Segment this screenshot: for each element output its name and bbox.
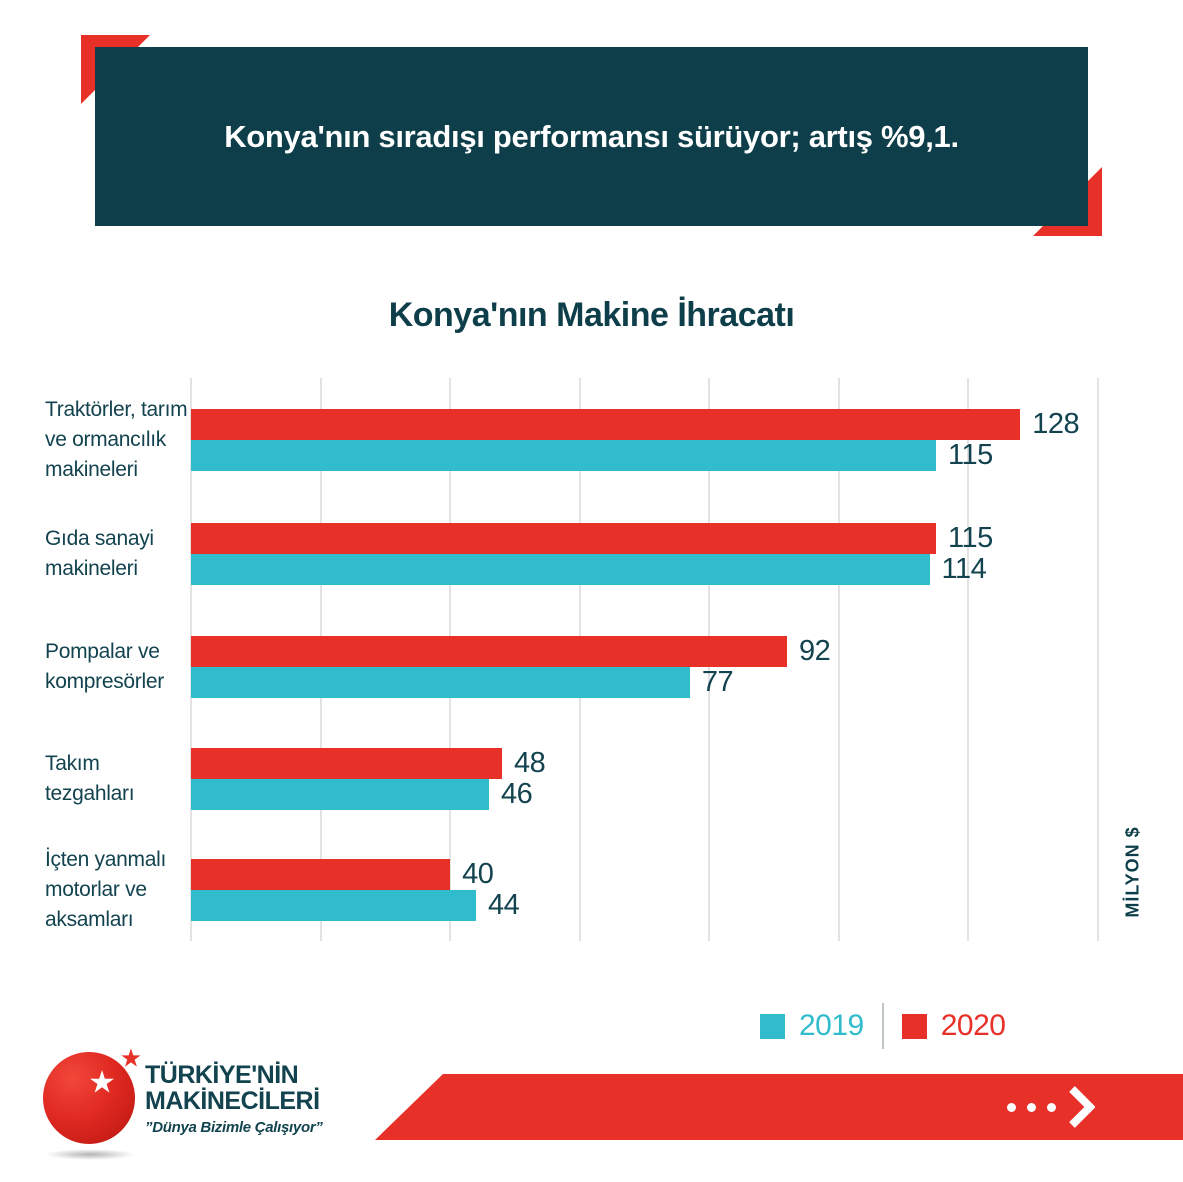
dot-icon: [1007, 1102, 1016, 1112]
bar-group-0: 128 115: [191, 408, 1098, 471]
more-arrow-button[interactable]: [1007, 1086, 1095, 1128]
logo-shadow: [45, 1149, 135, 1160]
bar-2020-0: [191, 409, 1021, 440]
logo-tagline: ”Dünya Bizimle Çalışıyor”: [145, 1119, 323, 1136]
bar-2020-2: [191, 636, 788, 667]
bar-value-label: 48: [513, 747, 546, 779]
bar-2020-3: [191, 748, 502, 779]
bar-value-label: 115: [948, 439, 993, 471]
gridline: [837, 378, 840, 941]
category-label-4: İçten yanmalı motorlar ve aksamları: [45, 848, 166, 931]
legend-label-2020: 2020: [940, 1009, 1006, 1042]
bar-group-3: 48 46: [191, 747, 1098, 810]
chart-title: Konya'nın Makine İhracatı: [388, 296, 795, 334]
bar-row: 40: [191, 858, 1098, 890]
bar-value-label: 128: [1032, 408, 1080, 440]
bar-row: 92: [191, 635, 1098, 667]
bar-2020-1: [191, 523, 937, 554]
category-label-0: Traktörler, tarım ve ormancılık makineleri: [45, 398, 188, 481]
legend-divider: [881, 1003, 884, 1049]
bar-group-1: 115 114: [191, 522, 1098, 585]
legend: 2019 2020: [760, 1003, 1006, 1049]
category-label-2: Pompalar ve kompresörler: [45, 640, 164, 693]
bar-value-label: 115: [948, 522, 993, 554]
dot-icon: [1047, 1102, 1056, 1112]
star-icon: ★: [119, 1044, 143, 1073]
bar-value-label: 92: [799, 635, 831, 667]
gridline: [967, 378, 970, 941]
legend-item-2019: 2019: [760, 1009, 864, 1043]
bar-2019-1: [191, 554, 930, 585]
plot-area: 128 115 115 114 92 77 48 46 40 44: [190, 378, 1099, 941]
gridline: [1097, 378, 1099, 941]
legend-swatch-2019: [760, 1013, 785, 1039]
bar-row: 48: [191, 747, 1098, 779]
category-label-1: Gıda sanayi makineleri: [45, 527, 154, 580]
logo-sphere: [43, 1052, 135, 1144]
bar-2019-2: [191, 667, 690, 698]
bar-row: 46: [191, 778, 1098, 810]
legend-swatch-2020: [901, 1013, 927, 1039]
bar-row: 114: [191, 553, 1098, 585]
bar-value-label: 44: [488, 889, 520, 921]
bar-value-label: 77: [701, 666, 734, 698]
bar-row: 44: [191, 889, 1098, 921]
legend-item-2020: 2020: [901, 1009, 1006, 1043]
logo-text: TÜRKİYE'NİN MAKİNECİLERİ ”Dünya Bizimle …: [145, 1062, 323, 1136]
header-title: Konya'nın sıradışı performansı sürüyor; …: [224, 118, 959, 154]
header-banner: Konya'nın sıradışı performansı sürüyor; …: [95, 47, 1088, 226]
legend-label-2019: 2019: [799, 1009, 864, 1042]
bar-2019-0: [191, 440, 937, 471]
axis-unit-label: MİLYON $: [1122, 826, 1143, 918]
logo-line-2: MAKİNECİLERİ: [145, 1087, 320, 1115]
bar-group-2: 92 77: [191, 635, 1098, 698]
chevron-right-icon: [1069, 1086, 1095, 1128]
bar-value-label: 40: [462, 858, 494, 890]
star-icon: ★: [88, 1064, 116, 1100]
bar-row: 115: [191, 439, 1098, 471]
bar-2020-4: [191, 859, 451, 890]
bar-row: 128: [191, 408, 1098, 440]
category-label-3: Takım tezgahları: [45, 752, 135, 805]
logo: ★ ★ TÜRKİYE'NİN MAKİNECİLERİ ”Dünya Bizi…: [40, 1045, 340, 1170]
bar-value-label: 46: [501, 778, 533, 810]
footer-banner: [375, 1074, 1183, 1140]
dot-icon: [1027, 1102, 1036, 1112]
bar-value-label: 114: [941, 553, 987, 585]
logo-line-1: TÜRKİYE'NİN: [145, 1061, 299, 1089]
bar-row: 115: [191, 522, 1098, 554]
bar-2019-4: [191, 890, 477, 921]
bar-2019-3: [191, 779, 489, 810]
category-labels: Traktörler, tarım ve ormancılık makineleri…: [45, 378, 195, 941]
bar-row: 77: [191, 666, 1098, 698]
bar-group-4: 40 44: [191, 858, 1098, 921]
